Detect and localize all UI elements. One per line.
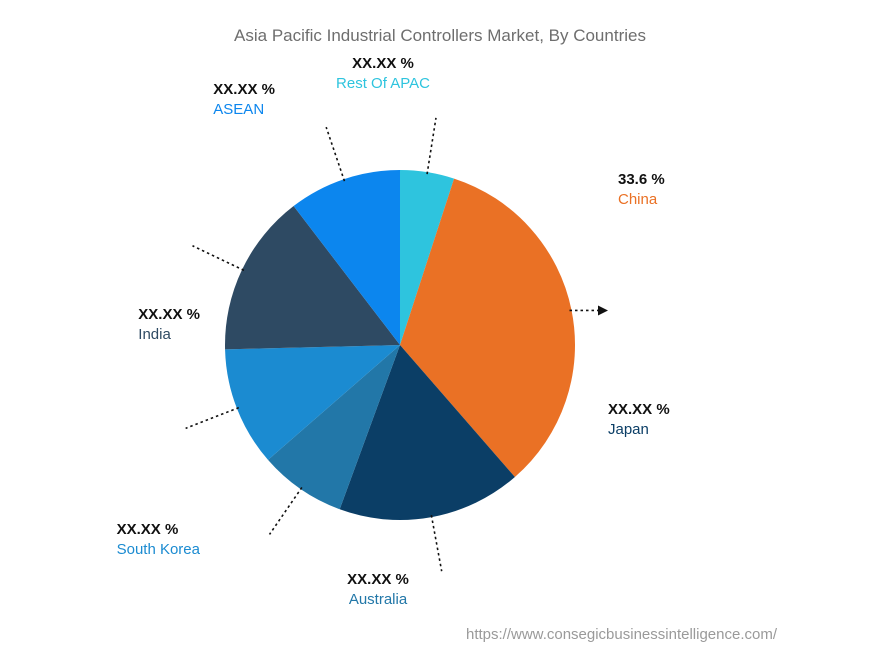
leader-line [186,408,239,429]
slice-label: South Korea [117,540,200,560]
slice-callout: 33.6 % China [618,170,665,211]
slice-label: Rest Of APAC [336,74,430,94]
slice-label: Australia [347,590,409,610]
slice-callout: XX.XX % Japan [608,400,670,441]
pie-chart-svg [0,0,880,660]
slice-callout: XX.XX % ASEAN [213,80,275,121]
leader-line [326,127,344,181]
slice-percent: XX.XX % [213,81,275,98]
leader-arrowhead [598,305,608,315]
slice-percent: XX.XX % [352,55,414,72]
slice-percent: XX.XX % [117,521,179,538]
slice-label: China [618,190,665,210]
pie-chart-container: Asia Pacific Industrial Controllers Mark… [0,0,880,660]
slice-callout: XX.XX % Australia [347,570,409,611]
leader-line [270,487,302,534]
slice-callout: XX.XX % Rest Of APAC [336,54,430,95]
slice-label: India [138,325,200,345]
source-url: https://www.consegicbusinessintelligence… [466,626,777,643]
slice-percent: XX.XX % [608,401,670,418]
leader-line [431,515,441,571]
slice-label: ASEAN [213,100,275,120]
slice-callout: XX.XX % South Korea [117,520,200,561]
leader-line [427,118,436,174]
slice-label: Japan [608,420,670,440]
slice-percent: XX.XX % [138,306,200,323]
slice-percent: XX.XX % [347,571,409,588]
slice-callout: XX.XX % India [138,305,200,346]
leader-line [193,246,244,271]
slice-percent: 33.6 % [618,171,665,188]
